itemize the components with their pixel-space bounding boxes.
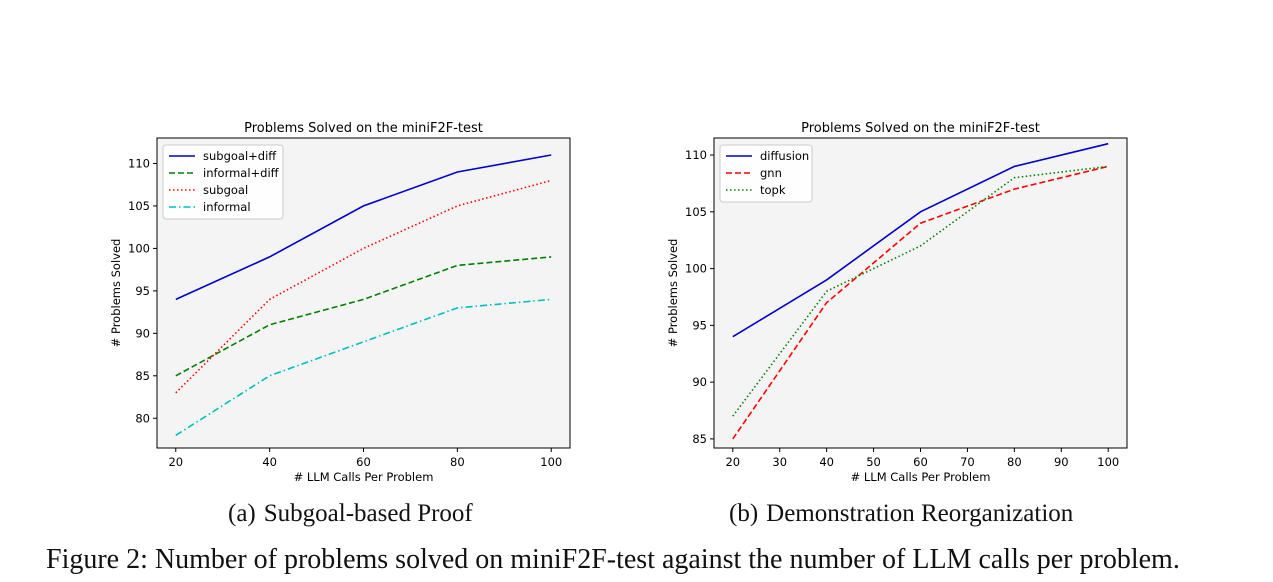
legend-label: topk bbox=[760, 183, 786, 197]
series-line-informal bbox=[175, 298, 552, 436]
legend-label: subgoal+diff bbox=[203, 149, 277, 163]
figure-caption-label: Figure 2: bbox=[46, 544, 148, 575]
x-tick-label: 40 bbox=[819, 455, 834, 469]
y-tick-label: 95 bbox=[692, 318, 707, 332]
subcaption-b: (b) Demonstration Reorganization bbox=[729, 500, 1073, 528]
y-tick-label: 85 bbox=[135, 369, 150, 383]
x-tick-label: 20 bbox=[168, 455, 183, 469]
x-axis-label: # LLM Calls Per Problem bbox=[851, 470, 991, 484]
legend-box bbox=[719, 144, 813, 203]
y-tick-label: 90 bbox=[692, 375, 707, 389]
legend-label: subgoal bbox=[203, 183, 248, 197]
x-tick-label: 90 bbox=[1054, 455, 1069, 469]
x-tick-label: 20 bbox=[725, 455, 740, 469]
series-line-gnn bbox=[732, 165, 1109, 440]
subcaption-b-label: (b) bbox=[729, 500, 759, 527]
figure-caption-text: Number of problems solved on miniF2F-tes… bbox=[154, 544, 1180, 575]
legend-label: informal bbox=[203, 200, 251, 214]
y-tick-label: 100 bbox=[128, 241, 150, 255]
x-tick-label: 60 bbox=[913, 455, 928, 469]
series-line-subgoal bbox=[175, 179, 552, 394]
series-line-informal-diff bbox=[175, 256, 552, 377]
series-line-subgoal-diff bbox=[175, 154, 552, 301]
series-line-topk bbox=[732, 165, 1109, 417]
x-tick-label: 40 bbox=[262, 455, 277, 469]
chart-2: 20 30 40 50 60 70 80 90 100 85 90 95 100 105 110 Proble… bbox=[666, 121, 1128, 484]
y-tick-label: 80 bbox=[135, 411, 150, 425]
y-tick-label: 90 bbox=[135, 326, 150, 340]
figure-caption: Figure 2: Number of problems solved on m… bbox=[46, 544, 1180, 576]
x-tick-label: 50 bbox=[866, 455, 881, 469]
subcaption-a-text: Subgoal-based Proof bbox=[263, 500, 473, 527]
legend: diffusion gnn topk bbox=[719, 144, 813, 203]
series-line-diffusion bbox=[732, 142, 1109, 338]
x-tick-label: 70 bbox=[960, 455, 975, 469]
y-tick-label: 85 bbox=[692, 432, 707, 446]
x-tick-label: 60 bbox=[356, 455, 371, 469]
y-tick-label: 95 bbox=[135, 284, 150, 298]
y-tick-label: 100 bbox=[685, 262, 707, 276]
y-axis-label: # Problems Solved bbox=[666, 239, 680, 348]
x-tick-label: 100 bbox=[1097, 455, 1119, 469]
x-tick-label: 30 bbox=[772, 455, 787, 469]
legend-label: gnn bbox=[760, 166, 782, 180]
y-tick-label: 105 bbox=[128, 199, 150, 213]
subcaption-a-label: (a) bbox=[228, 500, 256, 527]
subcaption-b-text: Demonstration Reorganization bbox=[766, 500, 1074, 527]
legend: subgoal+diff informal+diff subgoal informal bbox=[162, 144, 284, 220]
legend-label: informal+diff bbox=[203, 166, 280, 180]
subcaption-a: (a) Subgoal-based Proof bbox=[228, 500, 473, 528]
y-axis-label: # Problems Solved bbox=[109, 239, 123, 348]
chart-1: 20 40 60 80 100 80 85 90 95 100 105 110 Problems Sol… bbox=[109, 121, 571, 484]
x-tick-label: 80 bbox=[450, 455, 465, 469]
y-tick-label: 105 bbox=[685, 205, 707, 219]
chart-title: Problems Solved on the miniF2F-test bbox=[801, 121, 1040, 136]
legend-box bbox=[162, 144, 284, 220]
x-axis-label: # LLM Calls Per Problem bbox=[294, 470, 434, 484]
legend-label: diffusion bbox=[760, 149, 809, 163]
x-tick-label: 80 bbox=[1007, 455, 1022, 469]
y-tick-label: 110 bbox=[685, 148, 707, 162]
x-tick-label: 100 bbox=[540, 455, 562, 469]
chart-title: Problems Solved on the miniF2F-test bbox=[244, 121, 483, 136]
y-tick-label: 110 bbox=[128, 156, 150, 170]
